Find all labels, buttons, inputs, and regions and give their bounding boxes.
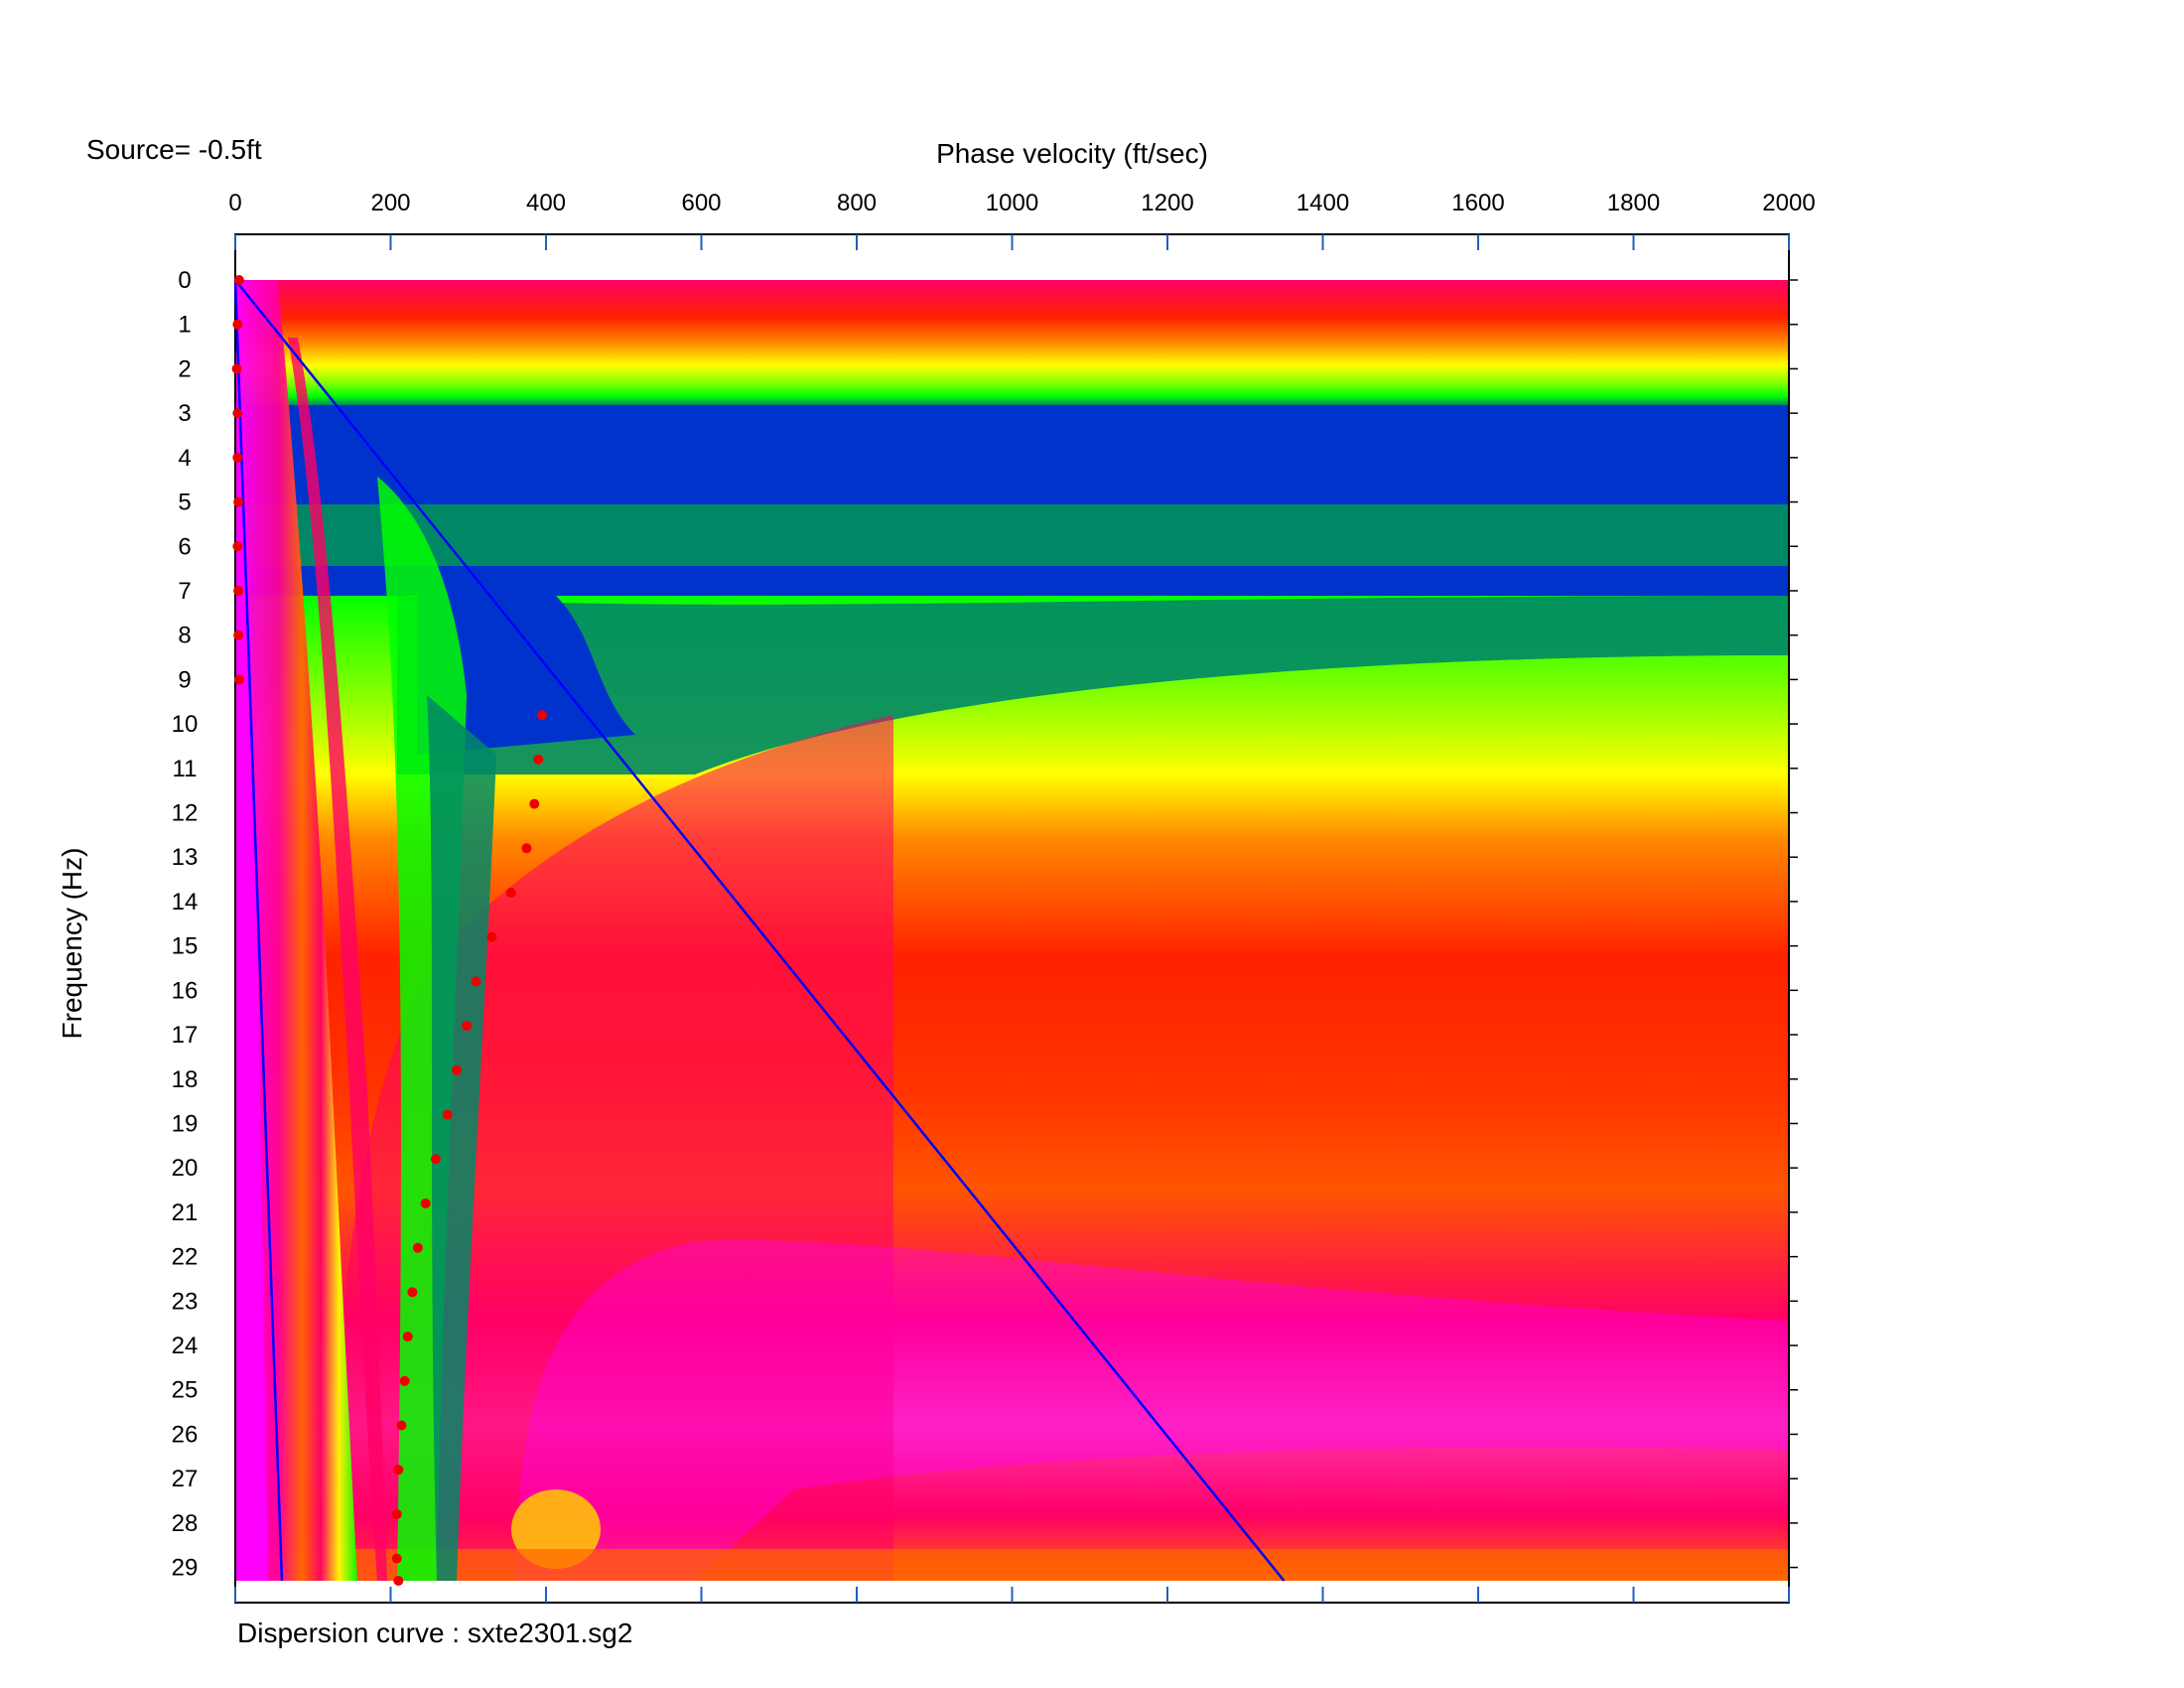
x-tick-label: 1000 <box>986 190 1038 216</box>
dispersion-point <box>402 1332 413 1342</box>
dispersion-points <box>231 275 548 1586</box>
x-tick-label: 2000 <box>1762 190 1815 216</box>
dispersion-point <box>529 798 540 809</box>
y-tick-label: 29 <box>172 1555 199 1582</box>
dispersion-point <box>430 1154 441 1165</box>
y-tick-label: 23 <box>172 1288 199 1315</box>
x-axis-tick-labels: 0 200 400 600 800 1000 1200 1400 1600 1800 2000 <box>228 190 1815 216</box>
y-tick-label: 8 <box>178 623 191 649</box>
y-tick-label: 4 <box>178 445 191 472</box>
dispersion-point <box>232 541 243 552</box>
y-tick-label: 18 <box>172 1066 199 1093</box>
y-tick-label: 1 <box>178 312 191 339</box>
source-label: Source= -0.5ft <box>86 134 262 165</box>
x-axis-title: Phase velocity (ft/sec) <box>936 138 1208 169</box>
y-tick-label: 26 <box>172 1421 199 1448</box>
caption: Dispersion curve : sxte2301.sg2 <box>237 1618 632 1648</box>
y-tick-label: 12 <box>172 800 199 827</box>
dispersion-point <box>442 1109 453 1120</box>
y-tick-label: 25 <box>172 1377 199 1404</box>
y-tick-label: 6 <box>178 533 191 560</box>
y-tick-label: 15 <box>172 933 199 960</box>
dispersion-point <box>521 843 532 854</box>
y-tick-label: 28 <box>172 1510 199 1537</box>
dispersion-point <box>533 754 544 765</box>
y-tick-label: 2 <box>178 355 191 382</box>
y-tick-label: 14 <box>172 889 199 915</box>
dispersion-point <box>420 1197 431 1208</box>
dispersion-point <box>391 1553 402 1564</box>
y-axis-tick-labels: 0123456789101112131415161718192021222324… <box>172 267 199 1582</box>
y-tick-label: 11 <box>173 756 198 782</box>
y-tick-label: 27 <box>172 1466 199 1492</box>
x-tick-label: 1800 <box>1607 190 1660 216</box>
y-tick-label: 20 <box>172 1155 199 1182</box>
dispersion-point <box>537 710 548 721</box>
dispersion-point <box>233 275 244 285</box>
y-tick-label: 19 <box>172 1110 199 1137</box>
dispersion-point <box>505 887 516 898</box>
x-tick-label: 200 <box>370 190 410 216</box>
overlay-lines <box>233 279 1286 1582</box>
dispersion-point <box>232 408 243 419</box>
y-tick-label: 10 <box>172 711 199 738</box>
dispersion-point <box>412 1242 423 1253</box>
dispersion-point <box>233 674 244 685</box>
dispersion-point <box>486 931 497 942</box>
y-tick-label: 21 <box>172 1199 199 1226</box>
y-tick-label: 22 <box>172 1244 199 1271</box>
x-tick-label: 1200 <box>1141 190 1193 216</box>
x-tick-label: 1600 <box>1451 190 1504 216</box>
y-tick-label: 7 <box>178 578 191 605</box>
y-tick-label: 5 <box>178 490 191 516</box>
y-axis-ticks <box>1789 279 1798 1569</box>
dispersion-point <box>393 1465 404 1476</box>
y-tick-label: 3 <box>178 400 191 427</box>
y-tick-label: 24 <box>172 1333 199 1359</box>
dispersion-point <box>396 1420 407 1431</box>
y-tick-label: 17 <box>172 1022 199 1049</box>
x-tick-label: 400 <box>526 190 566 216</box>
dispersion-point <box>231 363 242 374</box>
y-tick-label: 16 <box>172 977 199 1004</box>
dispersion-point <box>232 452 243 463</box>
dispersion-point <box>407 1287 418 1298</box>
dispersion-point <box>462 1021 473 1032</box>
x-axis-ticks-bottom <box>234 1587 1790 1603</box>
y-tick-label: 9 <box>178 666 191 693</box>
dispersion-point <box>233 630 244 640</box>
x-axis-ticks-top <box>234 234 1790 250</box>
y-tick-label: 0 <box>178 267 191 294</box>
x-tick-label: 600 <box>681 190 721 216</box>
dispersion-point <box>233 585 244 596</box>
dispersion-point <box>399 1375 410 1386</box>
x-tick-label: 800 <box>837 190 877 216</box>
y-axis-title: Frequency (Hz) <box>57 848 87 1040</box>
dispersion-point <box>232 319 243 330</box>
x-tick-label: 0 <box>228 190 241 216</box>
reference-line <box>234 279 1286 1582</box>
dispersion-point <box>452 1064 463 1075</box>
y-tick-label: 13 <box>172 844 199 871</box>
heatmap-field <box>235 280 1789 1581</box>
dispersion-point <box>233 496 244 507</box>
reference-line <box>233 279 284 1582</box>
dispersion-point <box>391 1508 402 1519</box>
dispersion-point <box>471 976 481 987</box>
x-tick-label: 1400 <box>1297 190 1349 216</box>
dispersion-point <box>393 1576 404 1586</box>
